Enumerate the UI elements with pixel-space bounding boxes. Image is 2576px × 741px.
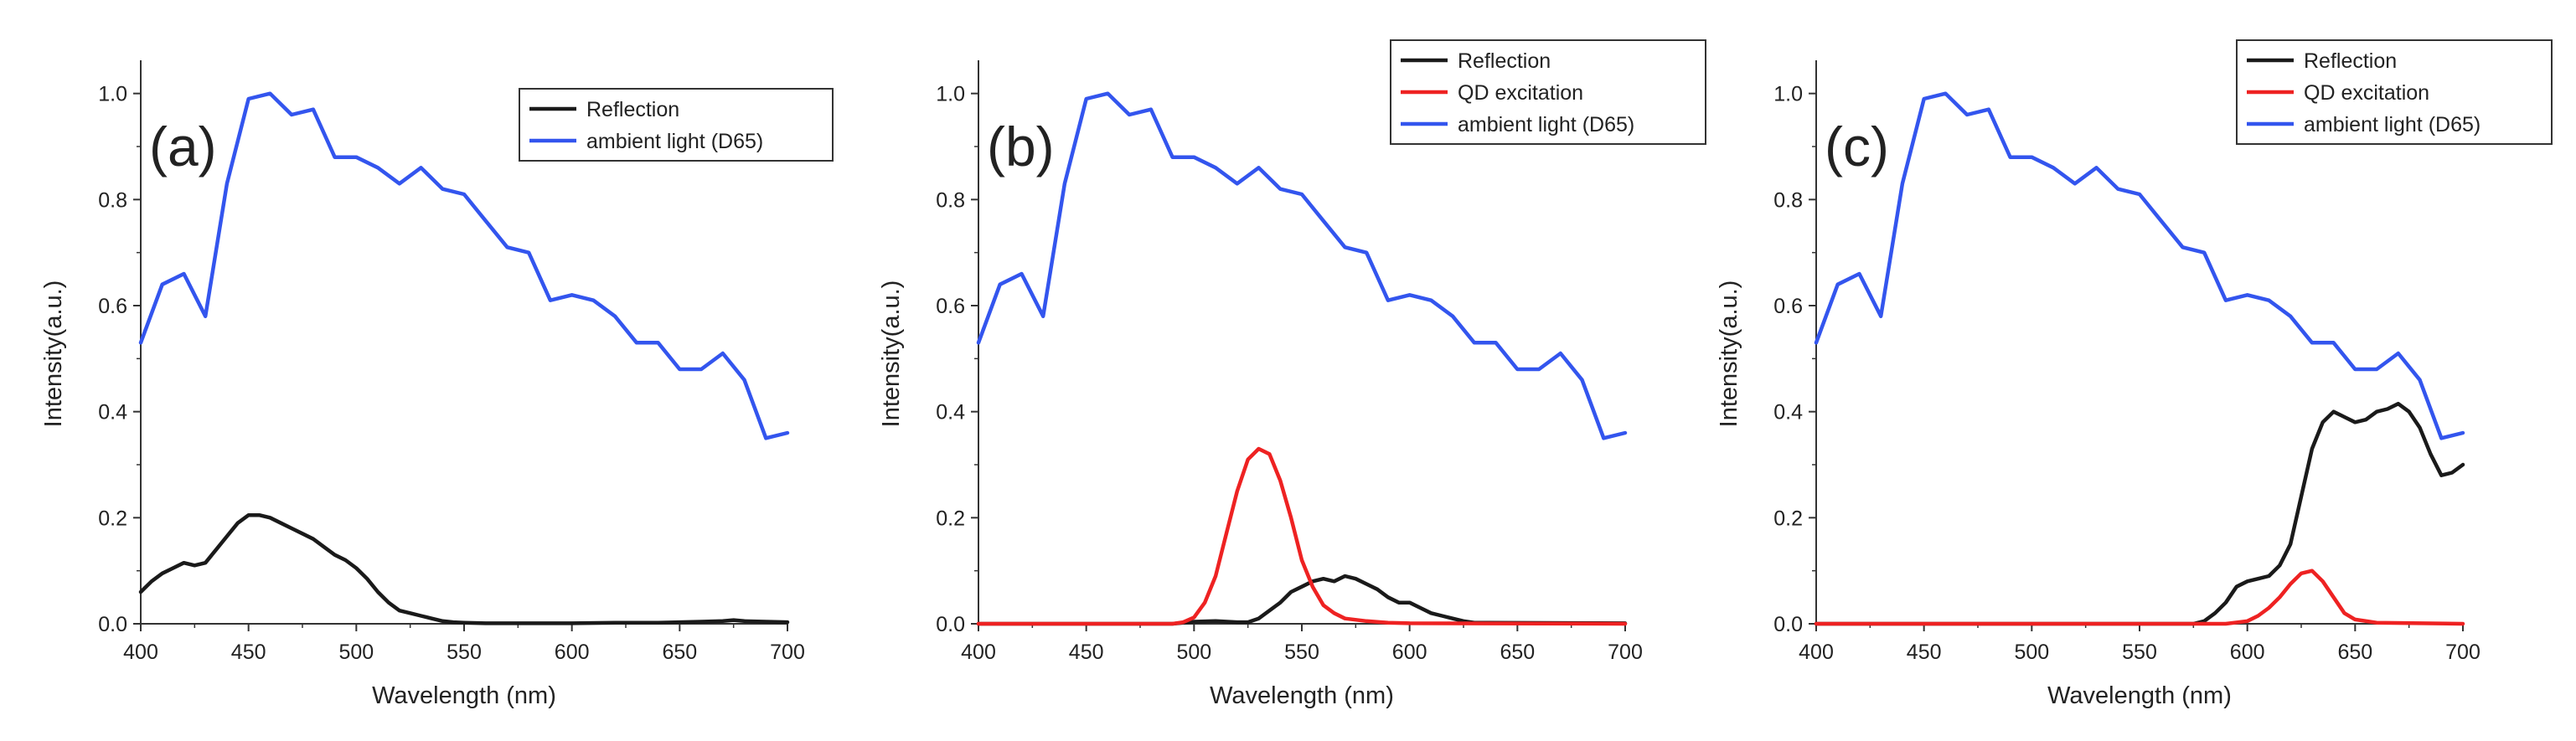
chart-panel-2: 400 450 500 550 600 650 700 0.0 0.2 0.4 0.6 0.8 1.0 W… <box>878 39 1706 709</box>
legend-label: ambient light (D65) <box>586 130 763 153</box>
x-tick-label: 700 <box>1608 641 1643 664</box>
legend: Reflection QD excitation ambient light (D6… <box>1390 39 1706 145</box>
y-axis-title: Intensity(a.u.) <box>40 280 67 428</box>
y-tick-label: 0.6 <box>1773 295 1803 318</box>
x-tick-label: 550 <box>2122 641 2157 664</box>
series-line-ambient-light-d65 <box>976 91 1628 440</box>
panel-label: (b) <box>987 116 1055 178</box>
x-tick-label: 450 <box>1069 641 1104 664</box>
y-axis-title: Intensity(a.u.) <box>1716 280 1742 428</box>
x-tick-label: 700 <box>2445 641 2480 664</box>
x-tick-label: 400 <box>961 641 996 664</box>
series-line-reflection <box>976 574 1628 626</box>
x-tick-label: 650 <box>2337 641 2372 664</box>
chart-panel-3: 400 450 500 550 600 650 700 0.0 0.2 0.4 0.6 0.8 1.0 W… <box>1716 39 2553 709</box>
series-line-ambient-light-d65 <box>138 91 790 440</box>
x-tick-label: 450 <box>231 641 266 664</box>
legend-label: Reflection <box>1458 49 1551 73</box>
x-tick-label: 650 <box>1500 641 1535 664</box>
x-axis-title: Wavelength (nm) <box>1210 682 1394 709</box>
x-axis-title: Wavelength (nm) <box>372 682 556 709</box>
x-tick-label: 500 <box>2014 641 2049 664</box>
x-tick-label: 450 <box>1907 641 1942 664</box>
x-tick-label: 600 <box>2230 641 2265 664</box>
y-tick-label: 1.0 <box>936 83 965 106</box>
legend-label: Reflection <box>2304 49 2397 73</box>
x-tick-label: 400 <box>123 641 158 664</box>
y-tick-label: 0.0 <box>936 613 965 636</box>
chart-panel-1: 400 450 500 550 600 650 700 0.0 0.2 0.4 0.6 0.8 1.0 W… <box>40 60 834 709</box>
x-tick-label: 550 <box>1284 641 1319 664</box>
x-tick-label: 500 <box>1176 641 1211 664</box>
x-axis-title: Wavelength (nm) <box>2047 682 2232 709</box>
series-line-qd-excitation <box>1814 569 2465 626</box>
legend-label: QD excitation <box>2304 81 2429 105</box>
x-tick-label: 400 <box>1799 641 1834 664</box>
legend-label: QD excitation <box>1458 81 1583 105</box>
y-tick-label: 0.6 <box>98 295 127 318</box>
legend-label: Reflection <box>586 98 679 121</box>
x-tick-label: 700 <box>770 641 805 664</box>
y-tick-label: 0.6 <box>936 295 965 318</box>
x-tick-label: 600 <box>1392 641 1427 664</box>
series-line-reflection <box>138 512 790 625</box>
y-tick-label: 0.4 <box>98 401 127 425</box>
y-tick-label: 0.4 <box>936 401 965 425</box>
y-tick-label: 0.8 <box>98 188 127 212</box>
legend: Reflection QD excitation ambient light (D6… <box>2236 39 2553 145</box>
y-tick-label: 0.8 <box>1773 188 1803 212</box>
series-line-qd-excitation <box>976 446 1628 626</box>
series-line-ambient-light-d65 <box>1814 91 2465 440</box>
x-tick-label: 650 <box>662 641 697 664</box>
y-tick-label: 0.8 <box>936 188 965 212</box>
y-tick-label: 0.2 <box>1773 507 1803 530</box>
y-axis-title: Intensity(a.u.) <box>878 280 905 428</box>
legend-frame <box>519 88 834 162</box>
y-tick-label: 1.0 <box>1773 83 1803 106</box>
y-tick-label: 0.0 <box>1773 613 1803 636</box>
legend-label: ambient light (D65) <box>1458 113 1634 136</box>
x-tick-label: 500 <box>338 641 374 664</box>
legend-label: ambient light (D65) <box>2304 113 2480 136</box>
series-line-reflection <box>1814 401 2465 626</box>
x-tick-label: 600 <box>555 641 590 664</box>
x-tick-label: 550 <box>447 641 482 664</box>
y-tick-label: 0.2 <box>936 507 965 530</box>
panel-label: (c) <box>1825 116 1889 178</box>
y-tick-label: 0.2 <box>98 507 127 530</box>
y-tick-label: 0.0 <box>98 613 127 636</box>
y-tick-label: 1.0 <box>98 83 127 106</box>
legend: Reflection ambient light (D65) <box>519 88 834 162</box>
panel-label: (a) <box>149 116 217 178</box>
y-tick-label: 0.4 <box>1773 401 1803 425</box>
